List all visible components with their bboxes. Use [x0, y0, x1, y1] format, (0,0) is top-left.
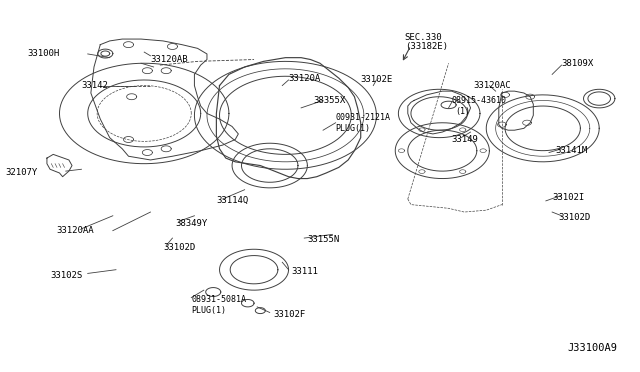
Text: (1): (1)	[455, 107, 470, 116]
Text: 38109X: 38109X	[561, 59, 594, 68]
Text: 32107Y: 32107Y	[5, 169, 38, 177]
Text: J33100A9: J33100A9	[568, 343, 618, 353]
Text: (33182E): (33182E)	[404, 42, 447, 51]
Text: 33102S: 33102S	[50, 271, 83, 280]
Text: 38355X: 38355X	[314, 96, 346, 105]
Text: 33120AB: 33120AB	[150, 55, 188, 64]
Text: PLUG(1): PLUG(1)	[335, 124, 371, 133]
Text: 08915-43610: 08915-43610	[452, 96, 507, 105]
Text: 33120AC: 33120AC	[474, 81, 511, 90]
Text: 33102D: 33102D	[163, 243, 195, 252]
Text: 33114Q: 33114Q	[216, 196, 248, 205]
Text: 33142: 33142	[81, 81, 108, 90]
Text: 00931-2121A: 00931-2121A	[335, 113, 390, 122]
Text: 33102F: 33102F	[273, 310, 305, 319]
Text: 33149: 33149	[452, 135, 479, 144]
Text: 08931-5081A: 08931-5081A	[191, 295, 246, 304]
Text: 33120A: 33120A	[289, 74, 321, 83]
Text: PLUG(1): PLUG(1)	[191, 306, 227, 315]
Text: 33141M: 33141M	[556, 146, 588, 155]
Text: 38349Y: 38349Y	[175, 219, 208, 228]
Text: 33102D: 33102D	[559, 213, 591, 222]
Text: 33155N: 33155N	[307, 235, 340, 244]
Text: SEC.330: SEC.330	[404, 33, 442, 42]
Text: 33102I: 33102I	[552, 193, 584, 202]
Text: 33102E: 33102E	[361, 76, 393, 84]
Text: 33100H: 33100H	[28, 49, 60, 58]
Text: 33120AA: 33120AA	[56, 226, 94, 235]
Text: 33111: 33111	[292, 267, 319, 276]
